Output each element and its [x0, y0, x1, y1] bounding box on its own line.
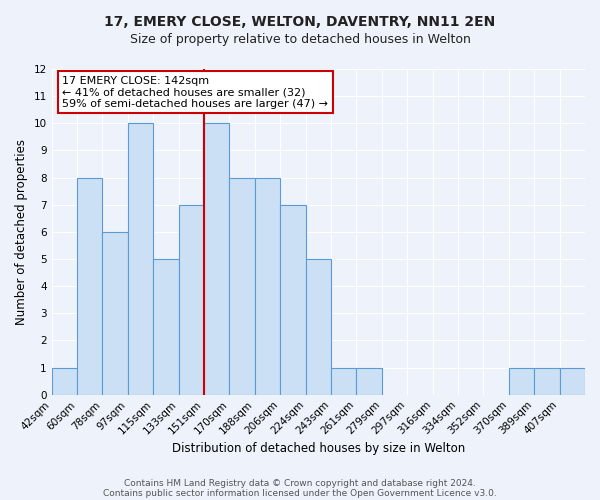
Text: Contains public sector information licensed under the Open Government Licence v3: Contains public sector information licen… [103, 488, 497, 498]
Bar [280, 204, 305, 394]
Text: Size of property relative to detached houses in Welton: Size of property relative to detached ho… [130, 32, 470, 46]
Bar [179, 204, 204, 394]
Bar [52, 368, 77, 394]
Text: 17, EMERY CLOSE, WELTON, DAVENTRY, NN11 2EN: 17, EMERY CLOSE, WELTON, DAVENTRY, NN11 … [104, 15, 496, 29]
Bar [204, 124, 229, 394]
Bar [229, 178, 255, 394]
Text: Contains HM Land Registry data © Crown copyright and database right 2024.: Contains HM Land Registry data © Crown c… [124, 478, 476, 488]
Bar [77, 178, 103, 394]
Y-axis label: Number of detached properties: Number of detached properties [15, 139, 28, 325]
Bar [153, 259, 179, 394]
X-axis label: Distribution of detached houses by size in Welton: Distribution of detached houses by size … [172, 442, 465, 455]
Bar [356, 368, 382, 394]
Bar [305, 259, 331, 394]
Bar [103, 232, 128, 394]
Bar [560, 368, 585, 394]
Bar [255, 178, 280, 394]
Bar [331, 368, 356, 394]
Bar [128, 124, 153, 394]
Text: 17 EMERY CLOSE: 142sqm
← 41% of detached houses are smaller (32)
59% of semi-det: 17 EMERY CLOSE: 142sqm ← 41% of detached… [62, 76, 328, 108]
Bar [534, 368, 560, 394]
Bar [509, 368, 534, 394]
